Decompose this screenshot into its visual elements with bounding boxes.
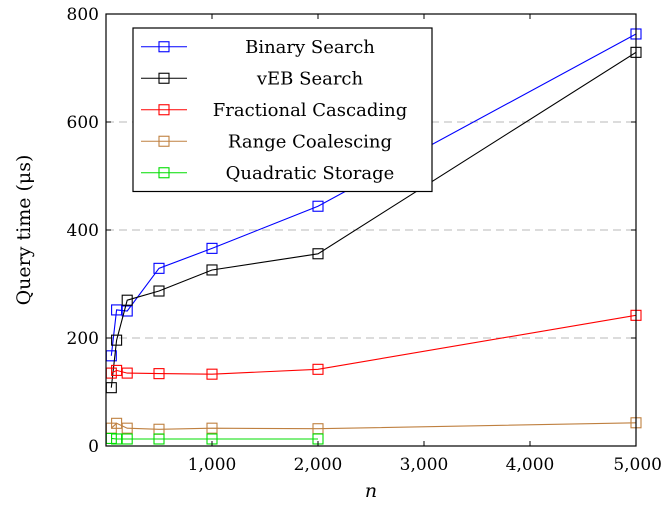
- series-line: [111, 315, 636, 374]
- series-quadratic-storage: [106, 433, 323, 444]
- y-axis-label: Query time (μs): [13, 155, 35, 306]
- x-tick-label: 4,000: [506, 455, 555, 475]
- legend-label: Range Coalescing: [228, 131, 392, 152]
- x-tick-label: 3,000: [400, 455, 449, 475]
- series-fractional-cascading: [106, 310, 641, 379]
- y-tick-label: 0: [88, 437, 99, 457]
- x-tick-label: 1,000: [188, 455, 237, 475]
- series-line: [111, 438, 318, 439]
- series-range-coalescing: [106, 418, 641, 434]
- legend-label: Fractional Cascading: [213, 100, 407, 121]
- y-tick-label: 800: [67, 5, 99, 25]
- legend-label: Quadratic Storage: [226, 163, 395, 184]
- x-axis-label: n: [365, 480, 377, 502]
- series-line: [111, 423, 636, 430]
- y-tick-label: 600: [67, 113, 99, 133]
- legend-label: vEB Search: [256, 68, 364, 89]
- x-tick-label: 2,000: [294, 455, 343, 475]
- y-tick-label: 200: [67, 329, 99, 349]
- legend: Binary Search vEB Search Fractional Cascad…: [133, 28, 432, 192]
- y-tick-label: 400: [67, 221, 99, 241]
- legend-label: Binary Search: [245, 37, 375, 58]
- x-tick-label: 5,000: [613, 455, 662, 475]
